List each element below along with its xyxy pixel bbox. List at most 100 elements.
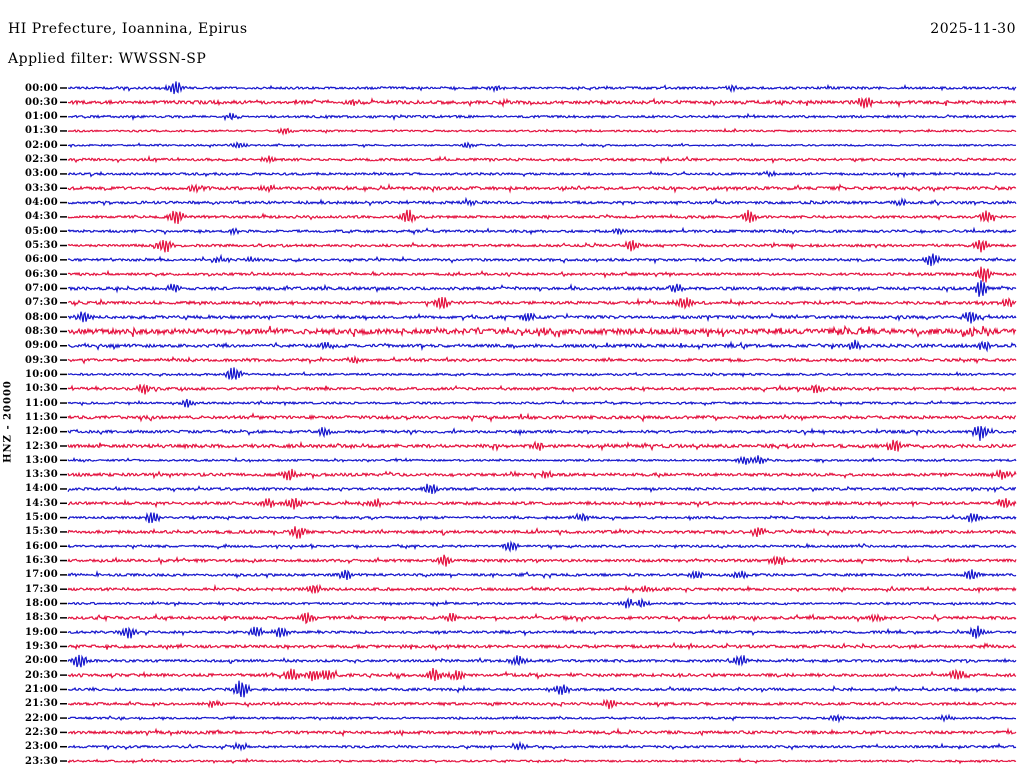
trace-row-06:30 xyxy=(67,266,1017,283)
time-label-01:30: 01:30 xyxy=(24,125,58,137)
trace-row-06:00 xyxy=(67,253,1017,267)
trace-row-05:30 xyxy=(67,239,1017,253)
time-label-04:00: 04:00 xyxy=(24,197,58,209)
time-label-18:30: 18:30 xyxy=(24,612,58,624)
time-label-00:30: 00:30 xyxy=(24,96,58,108)
trace-row-11:30 xyxy=(67,412,1017,423)
trace-row-15:00 xyxy=(67,512,1017,524)
time-label-07:30: 07:30 xyxy=(24,297,58,309)
time-label-15:30: 15:30 xyxy=(24,526,58,538)
time-label-23:00: 23:00 xyxy=(24,741,58,753)
trace-row-08:00 xyxy=(67,311,1017,324)
trace-row-13:00 xyxy=(67,455,1017,465)
trace-row-19:00 xyxy=(67,625,1017,639)
time-label-00:00: 00:00 xyxy=(24,82,58,94)
trace-row-05:00 xyxy=(67,226,1017,237)
trace-row-16:30 xyxy=(67,554,1017,567)
time-label-13:00: 13:00 xyxy=(24,454,58,466)
time-label-06:00: 06:00 xyxy=(24,254,58,266)
trace-row-00:30 xyxy=(67,96,1017,109)
time-label-10:00: 10:00 xyxy=(24,368,58,380)
time-label-14:00: 14:00 xyxy=(24,483,58,495)
trace-row-20:30 xyxy=(67,668,1017,682)
trace-row-07:00 xyxy=(67,280,1017,297)
trace-row-23:30 xyxy=(67,757,1017,765)
time-label-22:30: 22:30 xyxy=(24,726,58,738)
trace-row-10:30 xyxy=(67,383,1017,395)
trace-row-18:30 xyxy=(67,612,1017,625)
trace-row-04:30 xyxy=(67,209,1017,224)
trace-row-08:30 xyxy=(67,324,1017,338)
trace-row-22:30 xyxy=(67,727,1017,738)
trace-row-11:00 xyxy=(67,398,1017,408)
time-label-19:00: 19:00 xyxy=(24,626,58,638)
time-label-09:00: 09:00 xyxy=(24,340,58,352)
time-label-17:00: 17:00 xyxy=(24,569,58,581)
time-label-03:00: 03:00 xyxy=(24,168,58,180)
trace-row-20:00 xyxy=(67,654,1017,668)
time-label-03:30: 03:30 xyxy=(24,182,58,194)
time-label-05:30: 05:30 xyxy=(24,240,58,252)
time-label-01:00: 01:00 xyxy=(24,111,58,123)
trace-row-04:00 xyxy=(67,196,1017,208)
station-title: HI Prefecture, Ioannina, Epirus xyxy=(8,21,248,37)
time-label-20:30: 20:30 xyxy=(24,669,58,681)
trace-row-02:30 xyxy=(67,154,1017,165)
trace-row-23:00 xyxy=(67,740,1017,752)
time-label-17:30: 17:30 xyxy=(24,583,58,595)
date-label: 2025-11-30 xyxy=(930,21,1016,37)
trace-row-14:00 xyxy=(67,483,1017,495)
time-label-06:30: 06:30 xyxy=(24,268,58,280)
time-label-04:30: 04:30 xyxy=(24,211,58,223)
trace-row-14:30 xyxy=(67,497,1017,510)
trace-row-07:30 xyxy=(67,296,1017,310)
time-label-08:30: 08:30 xyxy=(24,325,58,337)
trace-row-09:00 xyxy=(67,339,1017,353)
time-label-12:30: 12:30 xyxy=(24,440,58,452)
time-label-02:00: 02:00 xyxy=(24,139,58,151)
time-label-23:30: 23:30 xyxy=(24,755,58,767)
time-label-21:30: 21:30 xyxy=(24,698,58,710)
time-label-09:30: 09:30 xyxy=(24,354,58,366)
time-label-21:00: 21:00 xyxy=(24,683,58,695)
time-label-11:30: 11:30 xyxy=(24,411,58,423)
trace-row-12:00 xyxy=(67,425,1017,441)
time-label-18:00: 18:00 xyxy=(24,598,58,610)
trace-row-19:30 xyxy=(67,641,1017,652)
trace-row-12:30 xyxy=(67,439,1017,452)
time-label-14:30: 14:30 xyxy=(24,497,58,509)
time-label-05:00: 05:00 xyxy=(24,225,58,237)
trace-row-03:30 xyxy=(67,183,1017,194)
applied-filter-label: Applied filter: WWSSN-SP xyxy=(8,51,207,67)
time-label-19:30: 19:30 xyxy=(24,640,58,652)
trace-row-01:30 xyxy=(67,127,1017,136)
trace-row-10:00 xyxy=(67,367,1016,381)
trace-row-18:00 xyxy=(67,597,1016,609)
time-label-12:00: 12:00 xyxy=(24,426,58,438)
time-label-07:00: 07:00 xyxy=(24,282,58,294)
trace-row-21:00 xyxy=(67,680,1017,698)
time-label-16:30: 16:30 xyxy=(24,555,58,567)
trace-row-15:30 xyxy=(67,526,1017,539)
time-label-20:00: 20:00 xyxy=(24,655,58,667)
time-label-13:30: 13:30 xyxy=(24,469,58,481)
trace-row-16:00 xyxy=(67,540,1017,553)
time-label-15:00: 15:00 xyxy=(24,512,58,524)
time-label-10:30: 10:30 xyxy=(24,383,58,395)
trace-row-21:30 xyxy=(67,698,1017,710)
trace-row-17:00 xyxy=(67,569,1017,580)
trace-row-02:00 xyxy=(67,141,1017,150)
time-label-16:00: 16:00 xyxy=(24,540,58,552)
time-label-08:00: 08:00 xyxy=(24,311,58,323)
trace-row-22:00 xyxy=(68,713,1016,724)
time-label-22:00: 22:00 xyxy=(24,712,58,724)
trace-row-01:00 xyxy=(67,112,1017,122)
time-label-11:00: 11:00 xyxy=(24,397,58,409)
trace-row-03:00 xyxy=(67,169,1017,179)
trace-row-13:30 xyxy=(67,468,1017,481)
trace-row-00:00 xyxy=(67,81,1017,95)
trace-row-17:30 xyxy=(67,583,1017,595)
trace-row-09:30 xyxy=(67,354,1017,365)
